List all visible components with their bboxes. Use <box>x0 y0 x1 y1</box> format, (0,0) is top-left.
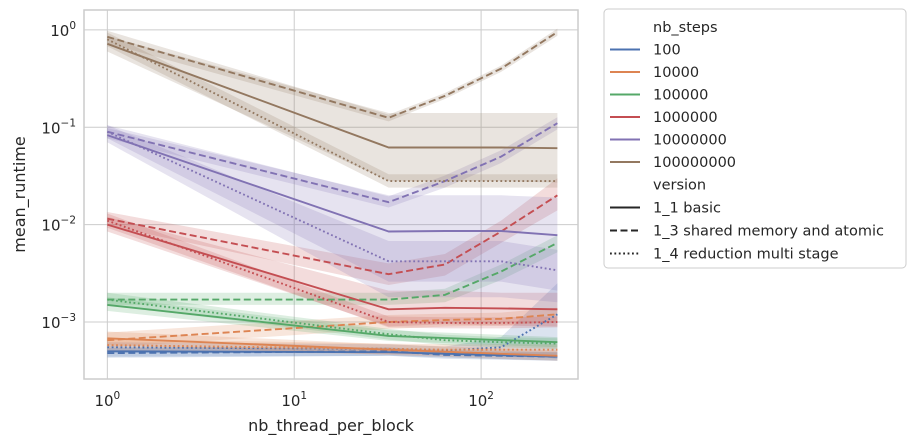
legend-hue-label: 100000 <box>653 88 708 104</box>
y-tick-label: 10−1 <box>41 117 76 137</box>
ci-band-100 <box>107 347 558 361</box>
legend-hue-label: 10000000 <box>653 133 727 149</box>
series-line-100000 <box>107 242 558 301</box>
ci-band-100000 <box>107 292 558 349</box>
x-tick-exponent: 0 <box>114 390 121 402</box>
legend-style-label: 1_4 reduction multi stage <box>653 247 839 263</box>
ci-band-100000 <box>107 297 558 348</box>
series-line-100000 <box>107 303 558 344</box>
ci-band-1000000 <box>107 216 558 327</box>
y-tick-exponent: 0 <box>69 20 76 32</box>
legend-hue-title: nb_steps <box>653 20 718 36</box>
y-tick-exponent: −3 <box>61 312 76 324</box>
y-tick-exponent: −2 <box>61 215 76 227</box>
series-line-100000 <box>107 298 558 345</box>
y-tick-label: 100 <box>50 20 76 40</box>
legend: nb_steps 100 10000 100000 1000000 10000000 100… <box>603 8 907 269</box>
x-axis-label: nb_thread_per_block <box>248 416 415 436</box>
series-line-10000000 <box>106 130 558 272</box>
ci-band-1000000 <box>107 178 558 285</box>
x-tick-base: 10 <box>94 392 113 410</box>
x-tick-exponent: 2 <box>487 390 494 402</box>
ci-band-100000000 <box>107 32 558 188</box>
ci-band-100000000 <box>107 36 558 183</box>
y-tick-base: 10 <box>41 217 60 235</box>
legend-hue-label: 1000000 <box>653 110 718 126</box>
legend-box <box>603 8 907 269</box>
x-tick-label: 101 <box>281 390 307 410</box>
legend-hue-label: 10000 <box>653 65 699 81</box>
ci-band-10000000 <box>107 128 558 303</box>
y-axis-label: mean_runtime <box>10 136 30 252</box>
ci-band-1000000 <box>107 213 558 329</box>
series-line-100 <box>107 350 558 358</box>
x-tick-base: 10 <box>281 392 300 410</box>
series-line-100000000 <box>107 31 558 119</box>
ci-band-100000000 <box>107 28 558 122</box>
series-line-10000000 <box>106 134 558 237</box>
y-tick-exponent: −1 <box>61 117 76 129</box>
legend-style-label: 1_3 shared memory and atomic <box>653 224 884 240</box>
legend-hue-label: 100000000 <box>653 155 736 171</box>
series-line-1000000 <box>107 223 558 311</box>
series-line-1000000 <box>106 219 558 324</box>
ci-band-10000000 <box>107 125 558 291</box>
x-tick-base: 10 <box>468 392 487 410</box>
y-tick-label: 10−2 <box>41 215 76 235</box>
series-line-10000 <box>107 337 558 357</box>
ci-band-10000 <box>107 307 558 348</box>
ci-band-100000 <box>107 235 558 305</box>
series-lines <box>106 31 558 358</box>
legend-style-title: version <box>653 178 706 194</box>
x-tick-label: 102 <box>468 390 494 410</box>
x-tick-exponent: 1 <box>300 390 307 402</box>
y-tick-label: 10−3 <box>41 312 76 332</box>
plot-frame <box>83 9 579 380</box>
y-tick-base: 10 <box>50 22 69 40</box>
series-line-100000000 <box>106 42 558 150</box>
legend-style-label: 1_1 basic <box>653 201 721 217</box>
series-line-100000000 <box>106 38 558 183</box>
series-line-10000 <box>107 313 558 342</box>
series-line-1000000 <box>107 194 558 276</box>
x-tick-labels: 100 101 102 <box>94 390 494 410</box>
ci-band-10000000 <box>107 117 558 208</box>
x-tick-label: 100 <box>94 390 120 410</box>
legend-hue-label: 100 <box>653 43 681 59</box>
y-tick-base: 10 <box>41 314 60 332</box>
y-tick-base: 10 <box>41 119 60 137</box>
ci-band-100 <box>107 346 558 361</box>
